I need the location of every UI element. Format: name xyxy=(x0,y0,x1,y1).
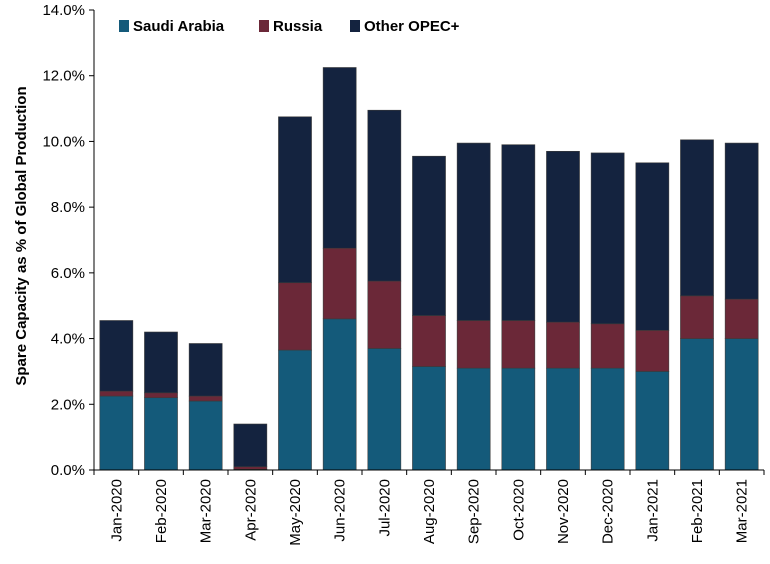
bar-saudi-arabia-jan-2021 xyxy=(635,371,670,471)
bar-russia-feb-2021 xyxy=(680,295,714,339)
bar-other-opec-jul-2020 xyxy=(367,109,402,282)
bar-russia-jul-2020 xyxy=(367,280,402,349)
x-tick-label-mar-2021: Mar-2021 xyxy=(734,479,751,543)
legend-swatch-other-opec xyxy=(350,20,360,32)
legend: Saudi Arabia Russia Other OPEC+ xyxy=(119,18,460,35)
bar-russia-jan-2021 xyxy=(635,330,670,372)
bar-other-opec-nov-2020 xyxy=(546,150,580,323)
bar-russia-mar-2020 xyxy=(188,395,223,402)
x-tick-label-aug-2020: Aug-2020 xyxy=(421,479,438,544)
bar-other-opec-oct-2020 xyxy=(501,144,536,321)
y-tick-label: 8.0% xyxy=(51,199,85,216)
bar-other-opec-jan-2020 xyxy=(99,320,134,392)
bar-saudi-arabia-jan-2020 xyxy=(99,395,134,471)
bar-other-opec-feb-2021 xyxy=(680,139,714,297)
y-tick-label: 14.0% xyxy=(42,2,85,19)
y-axis-title: Spare Capacity as % of Global Production xyxy=(13,86,30,385)
bar-saudi-arabia-nov-2020 xyxy=(546,367,580,471)
x-tick-label-dec-2020: Dec-2020 xyxy=(600,479,617,544)
bar-russia-aug-2020 xyxy=(412,315,446,367)
legend-label-other-opec: Other OPEC+ xyxy=(364,18,460,35)
x-tick-label-may-2020: May-2020 xyxy=(287,479,304,546)
bar-russia-mar-2021 xyxy=(724,298,759,339)
bar-other-opec-aug-2020 xyxy=(412,155,446,316)
bar-russia-dec-2020 xyxy=(590,323,625,369)
axes-layer: 0.0% 2.0% 4.0% 6.0% 8.0% 10.0% 12.0% 14.0% Jan-2… xyxy=(42,2,765,546)
y-tick-label: 0.0% xyxy=(51,462,85,479)
bar-saudi-arabia-sep-2020 xyxy=(456,367,491,471)
bar-saudi-arabia-mar-2020 xyxy=(188,400,223,471)
x-tick-label-nov-2020: Nov-2020 xyxy=(555,479,572,544)
x-tick-label-jun-2020: Jun-2020 xyxy=(332,479,349,542)
bars-layer xyxy=(99,67,759,471)
bar-saudi-arabia-mar-2021 xyxy=(724,338,759,471)
bar-russia-sep-2020 xyxy=(456,320,491,369)
bar-other-opec-mar-2021 xyxy=(724,142,759,300)
y-tick-label: 6.0% xyxy=(51,265,85,282)
bar-other-opec-may-2020 xyxy=(278,116,312,284)
bar-russia-oct-2020 xyxy=(501,320,536,369)
bar-saudi-arabia-oct-2020 xyxy=(501,367,536,471)
bar-other-opec-sep-2020 xyxy=(456,142,491,321)
x-tick-label-sep-2020: Sep-2020 xyxy=(466,479,483,544)
bar-other-opec-mar-2020 xyxy=(188,343,223,397)
y-tick-label: 4.0% xyxy=(51,331,85,348)
bar-russia-jan-2020 xyxy=(99,390,134,397)
x-tick-label-jul-2020: Jul-2020 xyxy=(376,479,393,537)
x-tick-label-apr-2020: Apr-2020 xyxy=(242,479,259,541)
bar-saudi-arabia-dec-2020 xyxy=(590,367,625,471)
x-tick-label-feb-2020: Feb-2020 xyxy=(153,479,170,543)
x-tick-label-oct-2020: Oct-2020 xyxy=(510,479,527,541)
bar-saudi-arabia-feb-2021 xyxy=(680,338,714,471)
x-tick-label-mar-2020: Mar-2020 xyxy=(198,479,215,543)
bar-saudi-arabia-aug-2020 xyxy=(412,366,446,471)
bar-russia-may-2020 xyxy=(278,282,312,351)
bar-saudi-arabia-jul-2020 xyxy=(367,348,402,471)
legend-label-russia: Russia xyxy=(273,18,323,35)
y-tick-label: 10.0% xyxy=(42,133,85,150)
bar-russia-jun-2020 xyxy=(322,247,357,320)
bar-russia-nov-2020 xyxy=(546,321,580,369)
x-tick-label-feb-2021: Feb-2021 xyxy=(689,479,706,543)
bar-other-opec-jan-2021 xyxy=(635,162,670,331)
bar-russia-apr-2020 xyxy=(233,466,268,470)
legend-label-saudi-arabia: Saudi Arabia xyxy=(133,18,225,35)
y-tick-label: 2.0% xyxy=(51,396,85,413)
bar-other-opec-apr-2020 xyxy=(233,423,268,468)
x-tick-label-jan-2021: Jan-2021 xyxy=(644,479,661,542)
legend-swatch-russia xyxy=(259,20,269,32)
y-tick-label: 12.0% xyxy=(42,68,85,85)
bar-russia-feb-2020 xyxy=(144,392,178,399)
legend-swatch-saudi-arabia xyxy=(119,20,129,32)
x-tick-label-jan-2020: Jan-2020 xyxy=(108,479,125,542)
bar-other-opec-feb-2020 xyxy=(144,331,178,394)
bar-other-opec-dec-2020 xyxy=(590,152,625,325)
bar-saudi-arabia-jun-2020 xyxy=(322,318,357,471)
bar-saudi-arabia-may-2020 xyxy=(278,349,312,471)
bar-other-opec-jun-2020 xyxy=(322,67,357,249)
bar-saudi-arabia-feb-2020 xyxy=(144,397,178,471)
